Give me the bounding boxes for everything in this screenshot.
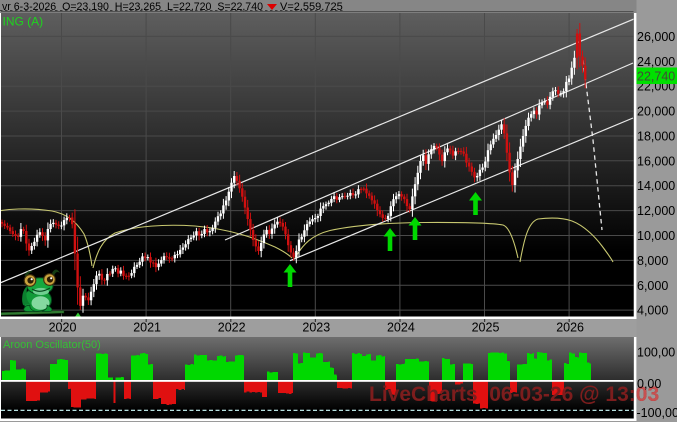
svg-text:2025: 2025 bbox=[472, 321, 500, 335]
svg-text:26,000: 26,000 bbox=[637, 30, 675, 44]
svg-text:2022: 2022 bbox=[218, 321, 246, 335]
svg-text:100,00: 100,00 bbox=[637, 346, 675, 360]
svg-text:2024: 2024 bbox=[387, 321, 415, 335]
svg-text:LiveCharts 06-03-26 @ 13:03: LiveCharts 06-03-26 @ 13:03 bbox=[369, 383, 659, 406]
svg-text:16,000: 16,000 bbox=[637, 154, 675, 168]
svg-text:12,000: 12,000 bbox=[637, 204, 675, 218]
svg-text:2023: 2023 bbox=[302, 321, 330, 335]
svg-text:2021: 2021 bbox=[133, 321, 161, 335]
svg-text:6,000: 6,000 bbox=[637, 279, 668, 293]
svg-text:14,000: 14,000 bbox=[637, 179, 675, 193]
svg-text:8,000: 8,000 bbox=[637, 254, 668, 268]
svg-text:10,000: 10,000 bbox=[637, 229, 675, 243]
svg-text:LiveCharts 06-03-26 @ 13:03: LiveCharts 06-03-26 @ 13:03 bbox=[369, 383, 659, 406]
svg-text:4,000: 4,000 bbox=[637, 304, 668, 318]
svg-text:Aroon Oscillator(50): Aroon Oscillator(50) bbox=[3, 339, 101, 351]
svg-text:22,740: 22,740 bbox=[637, 70, 675, 84]
svg-text:ING (A): ING (A) bbox=[3, 15, 44, 29]
svg-text:2020: 2020 bbox=[49, 321, 77, 335]
svg-text:18,000: 18,000 bbox=[637, 130, 675, 144]
svg-text:24,000: 24,000 bbox=[637, 55, 675, 69]
svg-text:20,000: 20,000 bbox=[637, 105, 675, 119]
svg-text:-100,00: -100,00 bbox=[637, 406, 677, 420]
svg-text:2026: 2026 bbox=[556, 321, 584, 335]
svg-text:0,00: 0,00 bbox=[637, 377, 661, 391]
